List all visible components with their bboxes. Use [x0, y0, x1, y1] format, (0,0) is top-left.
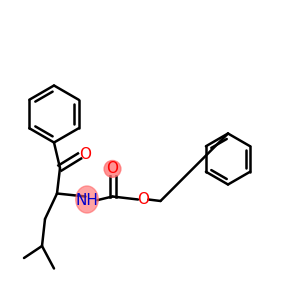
Circle shape — [104, 160, 121, 177]
Text: O: O — [106, 161, 119, 176]
Text: O: O — [79, 147, 91, 162]
Text: O: O — [137, 192, 149, 207]
Text: NH: NH — [76, 193, 98, 208]
Ellipse shape — [76, 186, 98, 213]
